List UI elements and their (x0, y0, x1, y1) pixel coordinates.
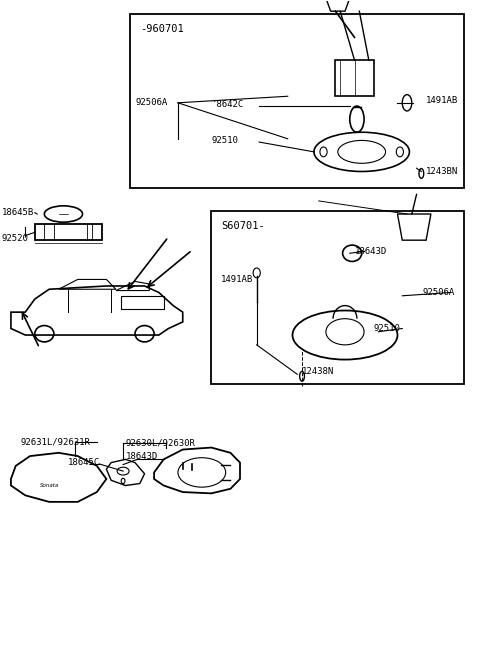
Text: 18643D: 18643D (125, 451, 158, 461)
Text: 92510: 92510 (373, 324, 400, 333)
Text: -960701: -960701 (140, 24, 183, 34)
Text: '8642C: '8642C (211, 101, 244, 109)
Bar (336, 60, 373, 97)
Text: 18645C: 18645C (68, 458, 100, 467)
Text: 1491AB: 1491AB (426, 97, 458, 105)
Text: 1491AB: 1491AB (221, 275, 253, 284)
Text: 18643D: 18643D (355, 247, 387, 256)
Text: Sonata: Sonata (39, 483, 59, 487)
Text: 92506A: 92506A (422, 288, 455, 297)
Text: 92506A: 92506A (135, 99, 167, 107)
Bar (35, 224, 102, 240)
Text: 92520: 92520 (1, 234, 28, 242)
Bar (211, 211, 464, 384)
Text: 92510: 92510 (211, 136, 238, 145)
Text: 92631L/92631R: 92631L/92631R (21, 437, 90, 446)
Bar (120, 296, 164, 309)
Text: 92630L/92630R: 92630L/92630R (125, 438, 195, 447)
Text: 1243BN: 1243BN (426, 167, 458, 176)
Text: 12438N: 12438N (302, 367, 334, 376)
Bar (130, 14, 464, 188)
Text: 18645B: 18645B (1, 208, 34, 217)
Text: S60701-: S60701- (221, 221, 264, 231)
